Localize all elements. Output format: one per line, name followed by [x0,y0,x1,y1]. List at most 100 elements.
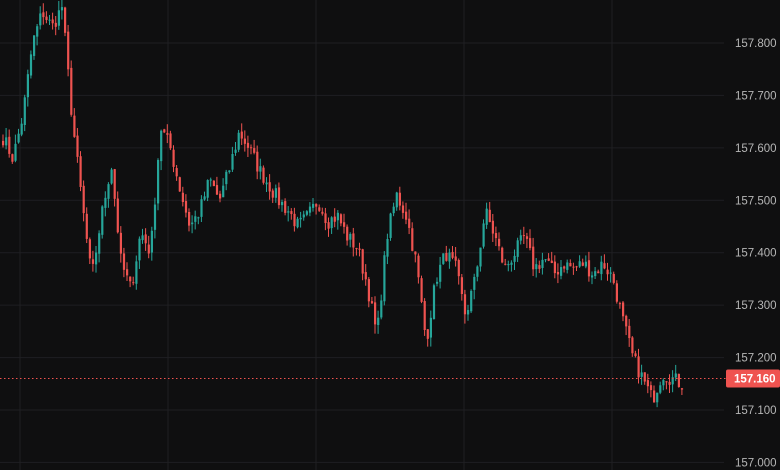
candle [175,164,178,181]
candle [246,135,250,157]
candle [144,228,147,251]
candle [361,248,364,281]
candle [671,370,674,393]
y-tick-label: 157.200 [735,353,777,365]
candle [203,191,206,201]
candle [312,197,315,212]
candle [532,237,535,277]
candle [73,108,76,138]
candle [429,310,432,347]
candle [277,182,281,209]
candle [476,265,479,282]
candle [240,123,243,145]
candle [29,50,33,79]
candle [587,251,591,282]
candle [327,217,330,237]
y-tick-label: 157.500 [735,195,777,207]
candle [116,191,119,234]
candle [5,127,8,150]
candle [457,258,460,285]
candle [560,259,563,280]
candle [339,213,343,227]
candle [550,251,553,264]
candle [290,208,293,220]
candle [628,319,631,347]
candle [640,364,643,385]
y-tick-label: 157.000 [735,457,777,469]
y-tick-label: 157.100 [735,405,777,417]
candle [600,255,603,281]
current-price-label: 157.160 [734,374,776,386]
candle [48,15,51,25]
candle [8,129,11,158]
candle [439,256,442,289]
candle [200,195,203,223]
candle [575,265,578,272]
candle [194,210,197,230]
candle [352,227,355,257]
candle [491,213,494,242]
candle [42,3,45,25]
candle [516,237,519,263]
candle [237,129,240,153]
candle [525,232,529,249]
candle [436,277,439,287]
candle [460,273,463,301]
candle [405,202,408,225]
candle [256,145,259,180]
candle [36,24,39,46]
candle [274,184,277,203]
candle [547,253,550,262]
candle [293,207,296,232]
candle [463,289,467,324]
candle [259,158,262,180]
candle [448,248,451,269]
y-tick-label: 157.300 [735,300,777,312]
candle [160,129,163,171]
candle [262,165,265,185]
candle [553,255,556,279]
candle [253,139,256,155]
candle [494,226,498,247]
candle [33,35,36,60]
candle [367,277,370,308]
candle [603,254,606,270]
candle [662,378,665,391]
candle [281,199,284,212]
candle [383,251,386,306]
candle [451,245,454,260]
candle [212,180,215,187]
candle [85,207,88,244]
candle [680,387,684,395]
candle [343,213,346,234]
y-tick-label: 157.600 [735,143,777,155]
candle [572,262,575,275]
candle [104,191,107,217]
candle [2,134,5,148]
candle [299,211,302,228]
candle [107,182,110,208]
candle [417,253,420,284]
candle [64,6,67,37]
candle [188,208,191,232]
candle [91,250,95,272]
candle [389,212,392,241]
candle [612,271,615,285]
candle [57,0,60,30]
candle [54,15,57,36]
candle [336,210,339,230]
candle [113,168,116,207]
candle [129,276,132,288]
candle [135,255,138,290]
candle [98,230,101,263]
candle [132,276,135,286]
candle [454,247,457,267]
candle [637,348,640,384]
candle [668,374,671,393]
candle [401,201,405,219]
candle [665,381,668,390]
candle [423,298,426,336]
candle [349,232,352,248]
candle [243,130,246,152]
